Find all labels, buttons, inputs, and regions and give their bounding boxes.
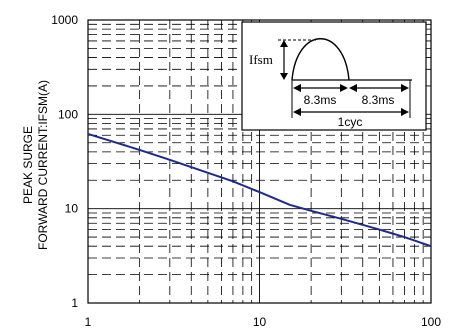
plot-frame xyxy=(87,19,432,304)
inset-half-period-2-label: 8.3ms xyxy=(362,93,395,107)
y-axis-label: PEAK SURGE FORWARD CURRENT:IFSM(A) xyxy=(21,80,50,250)
y-tick-label: 1000 xyxy=(51,13,78,27)
y-tick-label: 1 xyxy=(71,296,78,310)
arrow-left-icon xyxy=(349,84,357,92)
arrow-left-icon xyxy=(293,84,301,92)
x-tick-labels: 1 10 100 xyxy=(85,315,442,329)
x-tick-label: 1 xyxy=(85,315,92,329)
arrow-right-icon xyxy=(340,84,348,92)
y-axis-label-line1: PEAK SURGE xyxy=(21,126,35,204)
y-tick-label: 10 xyxy=(65,202,79,216)
series-line xyxy=(87,132,432,248)
y-axis-label-line2: FORWARD CURRENT:IFSM(A) xyxy=(36,80,50,250)
arrow-right-icon xyxy=(401,84,409,92)
y-tick-label: 100 xyxy=(58,107,78,121)
y-tick-labels: 1 10 100 1000 xyxy=(51,13,78,310)
inset-half-period-1-label: 8.3ms xyxy=(304,93,337,107)
ifsm-arrow-up-icon xyxy=(280,40,288,47)
x-tick-label: 100 xyxy=(421,315,441,329)
inset-ifsm-label: Ifsm xyxy=(249,52,273,67)
inset-frame xyxy=(241,21,427,131)
arrow-left-icon xyxy=(293,108,301,116)
inset-cycle-label: 1cyc xyxy=(338,115,363,129)
ifsm-arrow-down-icon xyxy=(280,73,288,80)
half-sine-wave xyxy=(291,38,350,81)
waveform-inset: Ifsm 8.3ms 8.3ms 1cyc xyxy=(241,21,427,131)
x-tick-label: 10 xyxy=(253,315,267,329)
arrow-right-icon xyxy=(401,108,409,116)
